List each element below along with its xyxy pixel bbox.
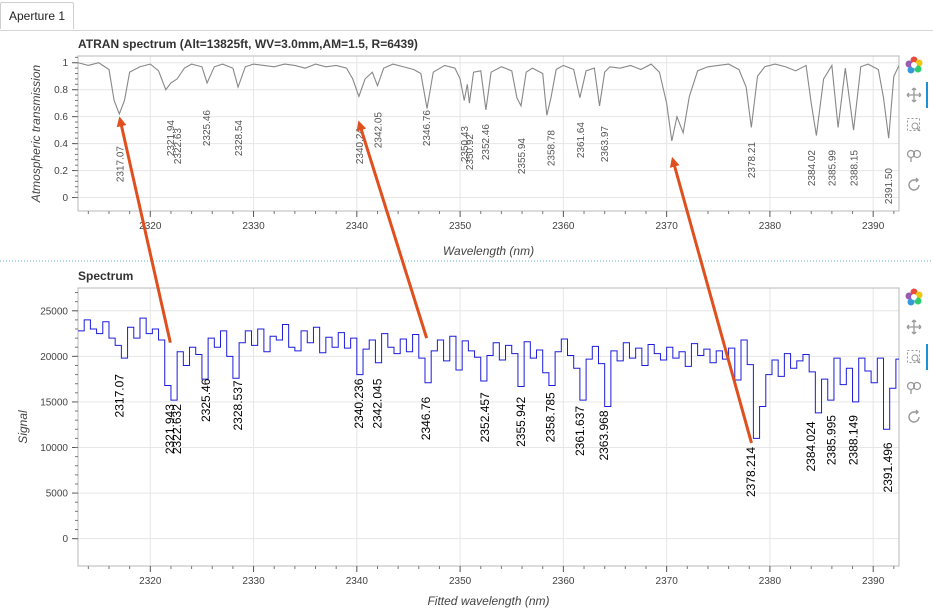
line-label: 2361.637: [573, 406, 587, 456]
x-tick-label: 2320: [139, 221, 162, 232]
x-tick-label: 2350: [449, 576, 472, 587]
x-tick-label: 2340: [346, 576, 369, 587]
line-label: 2346.76: [422, 110, 433, 147]
x-tick-label: 2350: [449, 221, 472, 232]
y-tick-label: 25000: [40, 306, 68, 317]
line-label: 2388.149: [847, 415, 861, 465]
chart-title: Spectrum: [78, 269, 133, 283]
y-tick-label: 1: [62, 58, 68, 69]
y-axis-label: Atmospheric transmission: [29, 64, 43, 203]
tab-aperture-1[interactable]: Aperture 1: [0, 2, 75, 29]
spectrum-plot[interactable]: Spectrum 2320 2330 2340 2350 2360 2370 2380 2390…: [16, 269, 901, 608]
x-tick-label: 2380: [759, 576, 782, 587]
line-label: 2363.968: [597, 410, 611, 460]
x-tick-label: 2360: [552, 576, 575, 587]
x-tick-label: 2390: [862, 221, 885, 232]
pan-icon[interactable]: [903, 84, 925, 106]
x-tick-label: 2340: [346, 221, 369, 232]
wheel-zoom-icon[interactable]: [903, 144, 925, 166]
line-label: 2388.15: [850, 150, 861, 187]
line-label: 2342.045: [370, 378, 384, 428]
bokeh-logo-icon[interactable]: [903, 54, 925, 76]
y-tick-label: 0.8: [54, 85, 68, 96]
line-label: 2340.236: [352, 378, 366, 428]
line-label: 2350.43: [460, 126, 471, 163]
line-label: 2384.024: [804, 421, 818, 471]
line-label: 2328.54: [234, 120, 245, 157]
x-axis-label: Fitted wavelength (nm): [427, 594, 549, 608]
reset-icon[interactable]: [903, 406, 925, 428]
line-label: 2384.02: [807, 150, 818, 187]
spectrum-toolbar: [899, 284, 928, 434]
line-label: 2358.78: [546, 130, 557, 167]
box-zoom-icon[interactable]: [903, 346, 925, 368]
x-tick-label: 2390: [862, 576, 885, 587]
line-label: 2361.64: [576, 122, 587, 159]
reset-icon[interactable]: [903, 174, 925, 196]
bokeh-logo-icon[interactable]: [903, 286, 925, 308]
x-tick-label: 2330: [242, 576, 265, 587]
x-tick-label: 2330: [242, 221, 265, 232]
x-tick-label: 2370: [656, 221, 679, 232]
line-label: 2321.943: [163, 404, 177, 454]
line-label: 2352.457: [478, 392, 492, 442]
y-tick-label: 20000: [40, 352, 68, 363]
line-label: 2355.94: [517, 138, 528, 175]
x-tick-label: 2360: [552, 221, 575, 232]
line-label: 2363.97: [600, 126, 611, 163]
line-label: 2385.995: [824, 415, 838, 465]
line-label: 2340.24: [355, 128, 366, 165]
y-tick-label: 0.4: [54, 139, 68, 150]
plot-frame: [77, 55, 900, 212]
chart-title: ATRAN spectrum (Alt=13825ft, WV=3.0mm,AM…: [78, 37, 418, 51]
y-tick-label: 0.6: [54, 112, 68, 123]
atran-plot[interactable]: ATRAN spectrum (Alt=13825ft, WV=3.0mm,AM…: [29, 37, 900, 258]
line-label: 2317.07: [116, 146, 127, 183]
line-label: 2352.46: [481, 124, 492, 161]
y-tick-label: 10000: [40, 443, 68, 454]
x-axis-label: Wavelength (nm): [443, 244, 534, 258]
x-tick-label: 2370: [656, 576, 679, 587]
x-tick-label: 2380: [759, 221, 782, 232]
line-label: 2317.07: [113, 374, 127, 418]
line-label: 2322.632: [170, 404, 184, 454]
line-label: 2325.46: [202, 110, 213, 147]
line-label: 2322.63: [173, 128, 184, 165]
annotation-arrow: [669, 156, 753, 444]
line-label: 2321.94: [166, 120, 177, 157]
wheel-zoom-icon[interactable]: [903, 376, 925, 398]
y-tick-label: 0: [62, 193, 68, 204]
box-zoom-icon[interactable]: [903, 114, 925, 136]
line-label: 2325.46: [199, 378, 213, 422]
tab-bar: Aperture 1: [0, 0, 933, 31]
line-label: 2355.942: [514, 397, 528, 447]
x-tick-label: 2320: [139, 576, 162, 587]
pan-icon[interactable]: [903, 316, 925, 338]
y-tick-label: 0: [62, 534, 68, 545]
annotation-arrows: [116, 116, 753, 444]
y-axis-label: Signal: [16, 410, 30, 444]
line-label: 2378.21: [747, 142, 758, 179]
active-tool-indicator: [926, 82, 928, 108]
annotation-arrow: [356, 120, 429, 339]
y-tick-label: 15000: [40, 397, 68, 408]
line-label: 2391.496: [881, 442, 895, 492]
y-tick-label: 0.2: [54, 166, 68, 177]
line-label: 2378.214: [744, 447, 758, 497]
plot-frame: [77, 287, 900, 567]
line-label: 2350.92: [465, 134, 476, 171]
active-tool-indicator: [926, 344, 928, 370]
line-label: 2346.76: [419, 397, 433, 441]
line-label: 2385.99: [827, 150, 838, 187]
line-label: 2328.537: [231, 380, 245, 430]
series-line: [78, 317, 899, 439]
series-line: [78, 62, 899, 142]
y-tick-label: 5000: [46, 489, 69, 500]
line-label: 2342.05: [374, 112, 385, 149]
annotation-arrow: [116, 116, 172, 344]
atran-toolbar: [899, 52, 928, 202]
line-label: 2358.785: [543, 392, 557, 442]
line-label: 2391.50: [884, 168, 895, 205]
